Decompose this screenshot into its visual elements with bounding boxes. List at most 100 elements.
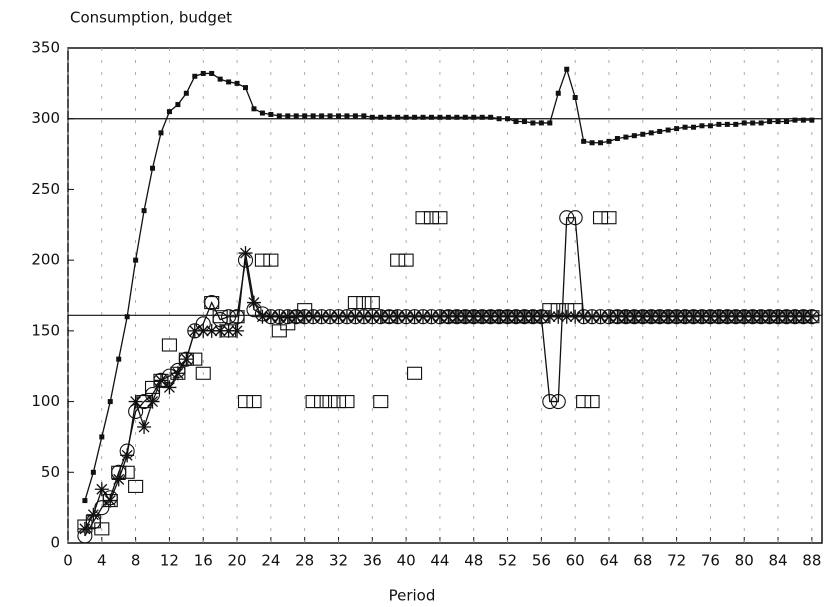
point [251, 106, 257, 112]
point [166, 109, 172, 115]
point [800, 117, 806, 123]
point [144, 380, 161, 394]
point [297, 309, 312, 324]
point [762, 309, 777, 324]
point [276, 113, 282, 119]
point [280, 317, 296, 331]
point [685, 310, 702, 324]
point [623, 134, 629, 140]
point [226, 79, 232, 85]
point [382, 309, 397, 324]
point [745, 309, 760, 324]
point [136, 395, 152, 409]
point [437, 114, 443, 120]
point [432, 211, 448, 225]
point [212, 310, 228, 324]
point [517, 309, 532, 324]
point [141, 208, 147, 214]
point [809, 117, 815, 123]
point [399, 309, 414, 324]
point [652, 309, 667, 324]
point [85, 515, 101, 529]
point [361, 113, 367, 119]
point [581, 138, 587, 144]
point [741, 120, 747, 126]
x-axis-label: Period [389, 587, 436, 605]
point [285, 113, 291, 119]
point [310, 113, 316, 119]
point [474, 310, 490, 324]
point [775, 119, 781, 125]
point [767, 119, 773, 125]
point [678, 309, 693, 324]
point [119, 465, 135, 479]
point [259, 110, 265, 116]
point [720, 309, 735, 324]
point [568, 309, 583, 324]
x-tick-label: 56 [532, 552, 551, 570]
point [779, 309, 794, 324]
point [153, 373, 168, 388]
point [237, 395, 254, 409]
point [559, 309, 574, 324]
x-tick-label: 16 [194, 552, 213, 570]
point [230, 323, 245, 338]
point [458, 309, 473, 324]
point [771, 309, 786, 324]
point [614, 136, 620, 142]
point [783, 119, 789, 125]
point [702, 310, 718, 324]
point [593, 309, 608, 324]
point [500, 309, 515, 324]
point [94, 482, 109, 497]
y-tick-label: 350 [31, 39, 60, 57]
y-tick-label: 100 [31, 392, 60, 410]
point [243, 85, 249, 91]
point [77, 521, 92, 536]
point [631, 133, 637, 139]
point [415, 211, 431, 225]
point [719, 310, 735, 324]
point [238, 246, 253, 261]
point [246, 395, 262, 409]
series-line [84, 217, 812, 537]
point [750, 120, 756, 126]
point [330, 395, 347, 409]
point [103, 493, 118, 508]
y-tick-label: 150 [31, 321, 60, 339]
point [635, 310, 651, 324]
x-tick-label: 68 [633, 552, 652, 570]
point [339, 395, 355, 409]
point [348, 309, 363, 324]
point [640, 131, 646, 137]
point [128, 394, 143, 409]
y-tick-label: 0 [50, 534, 60, 552]
y-tick-label: 50 [41, 463, 60, 481]
point [686, 309, 701, 324]
point [94, 522, 110, 536]
point [412, 114, 418, 120]
point [150, 165, 156, 171]
point [217, 76, 223, 82]
point [272, 309, 287, 324]
point [736, 310, 752, 324]
point [107, 399, 113, 405]
point [271, 324, 287, 338]
point [289, 309, 304, 324]
point [618, 309, 633, 324]
point [471, 114, 477, 120]
point [407, 366, 423, 380]
point [416, 309, 431, 324]
point [694, 310, 710, 324]
point [745, 310, 761, 324]
point [627, 309, 642, 324]
series-line [84, 252, 812, 530]
point [787, 309, 802, 324]
x-tick-label: 76 [701, 552, 720, 570]
point [778, 310, 795, 324]
point [116, 356, 122, 362]
point [133, 257, 139, 263]
point [665, 127, 671, 133]
series-line [84, 67, 812, 501]
point [175, 102, 181, 108]
